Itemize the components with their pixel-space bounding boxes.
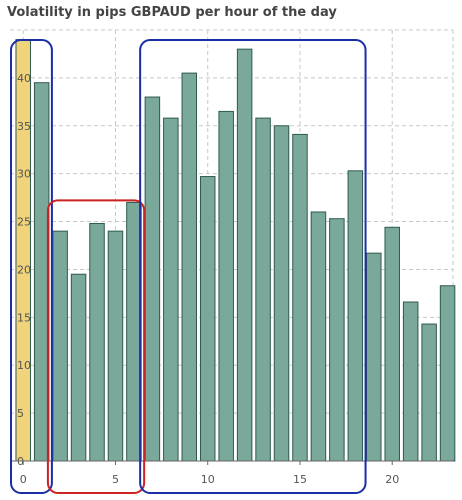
x-tick-label: 5 <box>112 473 119 486</box>
bar-hour-21 <box>402 301 419 462</box>
x-tick-label: 20 <box>385 473 399 486</box>
y-tick-label: 40 <box>17 72 31 85</box>
bars-group <box>15 39 456 462</box>
bar-hour-8 <box>163 117 179 462</box>
bar-hour-16 <box>310 211 327 462</box>
bar-hour-17 <box>329 218 345 462</box>
y-axis-ticks: 0510152025303540 <box>17 72 31 468</box>
y-tick-label: 35 <box>17 120 31 133</box>
bar-hour-5 <box>107 230 124 462</box>
x-tick-label: 0 <box>20 473 27 486</box>
bar-hour-20 <box>384 226 400 462</box>
y-tick-label: 25 <box>17 216 31 229</box>
bar-hour-4 <box>89 222 105 462</box>
annotation-box-1 <box>10 39 53 494</box>
bar-hour-9 <box>181 72 198 462</box>
y-tick-label: 10 <box>17 359 31 372</box>
x-tick-label: 15 <box>293 473 307 486</box>
bar-hour-10 <box>199 176 216 462</box>
annotation-box-3 <box>139 39 367 494</box>
bar-hour-13 <box>255 117 271 462</box>
bar-hour-23 <box>439 285 456 462</box>
bar-hour-19 <box>366 252 382 462</box>
x-tick-label: 10 <box>201 473 215 486</box>
bar-hour-18 <box>347 170 364 462</box>
y-tick-label: 15 <box>17 311 31 324</box>
chart-title: Volatility in pips GBPAUD per hour of th… <box>7 5 337 20</box>
bar-hour-6 <box>126 201 142 462</box>
bar-hour-0 <box>15 39 31 462</box>
bar-hour-15 <box>292 133 308 462</box>
bar-hour-3 <box>70 273 87 462</box>
annotation-boxes <box>10 39 367 494</box>
bar-hour-12 <box>236 48 253 462</box>
bar-hour-22 <box>421 323 437 462</box>
bar-hour-1 <box>33 82 50 462</box>
bar-hour-2 <box>52 230 68 462</box>
bar-hour-14 <box>273 125 290 462</box>
annotation-box-2 <box>46 199 146 494</box>
bar-hour-7 <box>144 96 161 462</box>
x-axis-ticks: 0 5 10 15 20 <box>20 461 399 486</box>
y-tick-label: 30 <box>17 168 31 181</box>
y-tick-label: 20 <box>17 263 31 276</box>
bar-hour-11 <box>218 110 234 462</box>
y-tick-label: 5 <box>17 407 24 420</box>
